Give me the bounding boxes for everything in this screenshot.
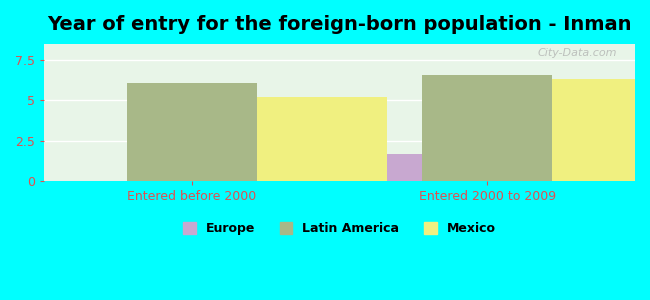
- Title: Year of entry for the foreign-born population - Inman: Year of entry for the foreign-born popul…: [47, 15, 632, 34]
- Bar: [292, 154, 422, 181]
- Bar: [257, 97, 387, 181]
- Legend: Europe, Latin America, Mexico: Europe, Latin America, Mexico: [178, 217, 501, 240]
- Bar: [422, 74, 552, 181]
- Text: City-Data.com: City-Data.com: [538, 48, 618, 58]
- Bar: [552, 80, 650, 181]
- Bar: [127, 82, 257, 181]
